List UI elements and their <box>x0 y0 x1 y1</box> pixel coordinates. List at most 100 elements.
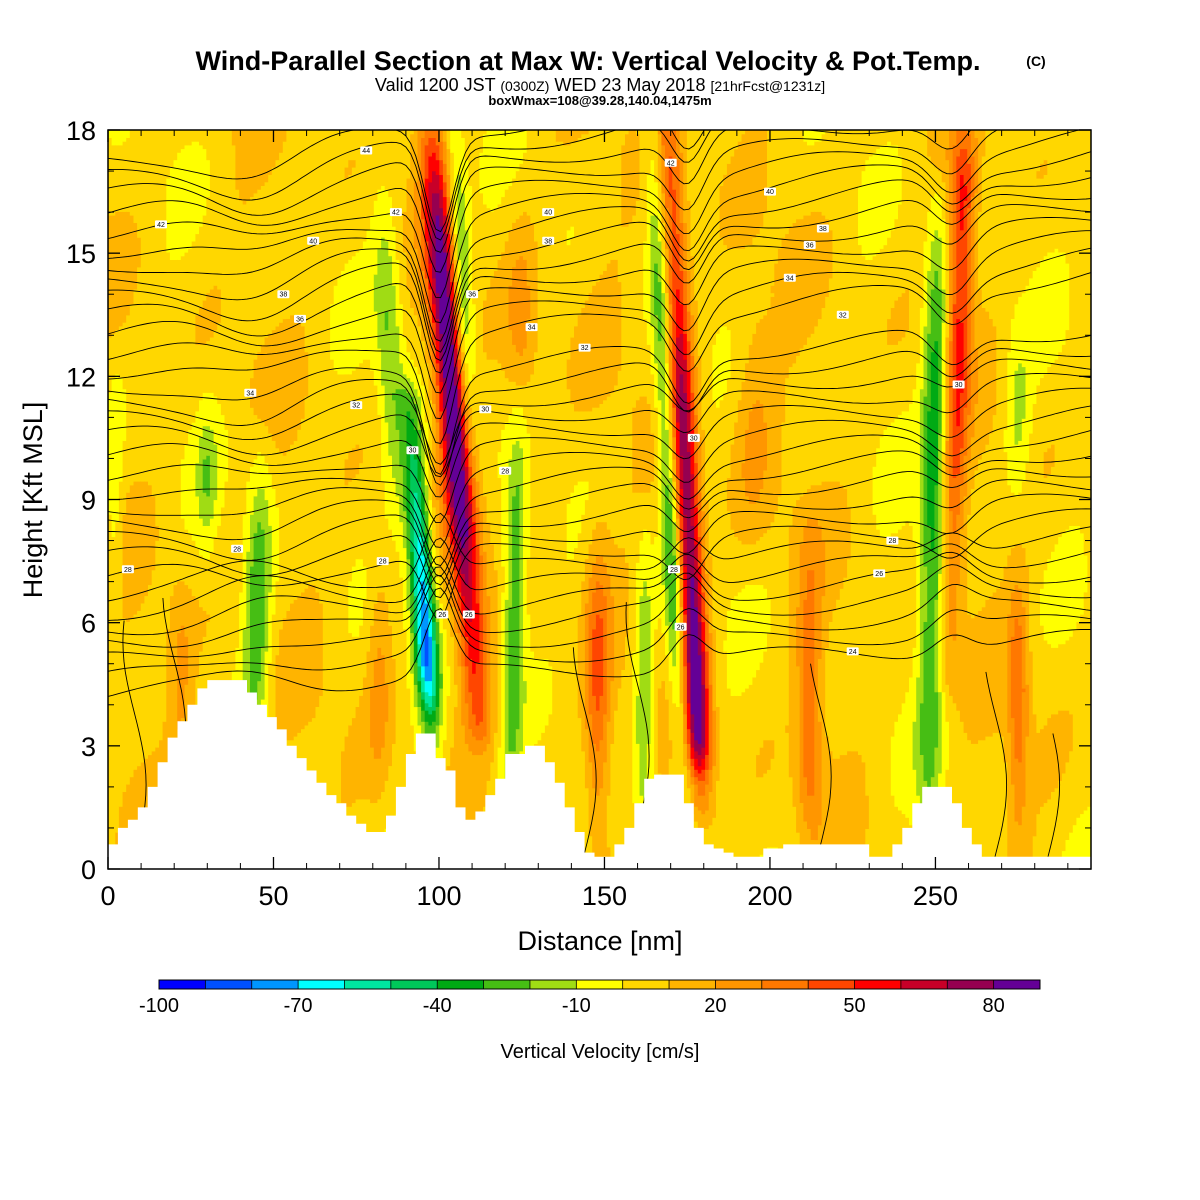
velocity-cell <box>260 130 266 186</box>
velocity-cell <box>650 433 655 482</box>
velocity-cell <box>581 133 586 308</box>
theta-contour-label: 30 <box>687 433 700 442</box>
velocity-cell <box>839 754 844 869</box>
velocity-cell <box>763 772 768 852</box>
velocity-cell <box>355 251 360 367</box>
velocity-cell <box>351 370 357 449</box>
velocity-cell <box>650 130 655 161</box>
subtitle-date: WED 23 May 2018 <box>554 75 705 95</box>
velocity-cell <box>657 130 662 135</box>
velocity-cell <box>774 510 779 848</box>
velocity-cell <box>217 130 222 290</box>
velocity-cell <box>453 348 459 368</box>
velocity-cell <box>439 673 444 689</box>
velocity-cell <box>828 130 834 231</box>
theta-contour-label: 28 <box>499 466 512 475</box>
velocity-cell <box>439 724 444 759</box>
velocity-cell <box>322 130 327 863</box>
velocity-cell <box>785 233 790 379</box>
velocity-cell <box>843 130 848 489</box>
velocity-cell <box>963 200 968 408</box>
velocity-cell <box>938 691 943 774</box>
velocity-cell <box>1007 130 1012 353</box>
velocity-cell <box>1061 710 1067 774</box>
velocity-cell <box>290 130 295 316</box>
velocity-cell <box>763 130 768 212</box>
velocity-cell <box>668 739 673 759</box>
velocity-cell <box>446 174 451 198</box>
velocity-cell <box>468 691 473 730</box>
velocity-cell <box>1010 591 1016 637</box>
velocity-cell <box>1065 761 1070 840</box>
theta-contour-label: 26 <box>674 622 687 631</box>
velocity-cell <box>686 311 692 342</box>
velocity-cell <box>668 130 673 157</box>
velocity-cell <box>985 130 990 312</box>
velocity-cell <box>595 407 601 523</box>
x-tick-label: 50 <box>258 881 288 911</box>
velocity-cell <box>199 554 204 608</box>
velocity-cell <box>697 566 702 597</box>
velocity-cell <box>461 137 466 194</box>
velocity-cell <box>668 155 673 198</box>
velocity-cell <box>1061 251 1067 345</box>
theta-contour <box>108 450 1091 567</box>
colorbar-swatch <box>159 980 206 989</box>
velocity-cell <box>905 521 910 693</box>
velocity-cell <box>235 130 240 190</box>
velocity-cell <box>781 237 786 423</box>
velocity-cell <box>151 495 156 571</box>
velocity-cell <box>224 130 229 430</box>
velocity-cell <box>523 385 528 419</box>
velocity-cell <box>475 724 480 741</box>
velocity-cell <box>169 167 175 260</box>
velocity-cell <box>271 329 276 441</box>
velocity-cell <box>788 130 793 227</box>
velocity-cell <box>410 359 415 382</box>
velocity-cell <box>483 300 488 353</box>
velocity-cell <box>792 806 797 869</box>
velocity-cell <box>676 288 681 338</box>
velocity-cell <box>1029 277 1034 434</box>
velocity-cell <box>963 495 968 733</box>
velocity-cell <box>523 130 528 153</box>
velocity-cell <box>686 451 692 663</box>
velocity-cell <box>683 614 688 667</box>
velocity-cell <box>1007 484 1012 556</box>
theta-contour <box>108 348 1091 486</box>
velocity-cell <box>1083 591 1088 811</box>
velocity-cell <box>344 373 349 460</box>
velocity-cell <box>169 130 175 168</box>
velocity-cell <box>745 495 750 545</box>
velocity-cell <box>807 144 812 216</box>
velocity-cell <box>603 562 608 597</box>
velocity-cell <box>483 551 488 615</box>
velocity-cell <box>752 237 757 334</box>
velocity-cell <box>373 802 378 844</box>
velocity-cell <box>694 776 699 785</box>
velocity-cell <box>726 130 732 164</box>
velocity-cell <box>453 684 459 708</box>
velocity-cell <box>435 499 440 549</box>
velocity-cell <box>1029 433 1034 652</box>
velocity-cell <box>541 130 546 659</box>
theta-contour <box>108 217 1091 374</box>
velocity-cell <box>432 192 437 279</box>
colorbar-frame <box>158 979 1041 990</box>
velocity-cell <box>508 229 513 286</box>
velocity-cell <box>974 130 979 138</box>
velocity-cell <box>599 584 604 619</box>
velocity-cell <box>617 370 622 549</box>
velocity-cell <box>552 130 557 869</box>
velocity-cell <box>293 314 298 441</box>
theta-contour-label: 34 <box>783 273 796 282</box>
velocity-cell <box>348 632 353 726</box>
velocity-cell <box>686 769 692 789</box>
velocity-cell <box>661 680 666 789</box>
velocity-cell <box>592 695 597 744</box>
velocity-cell <box>446 695 451 767</box>
velocity-cell <box>632 492 637 652</box>
velocity-cell <box>304 396 309 589</box>
velocity-cell <box>1069 750 1074 833</box>
velocity-cell <box>679 130 684 153</box>
